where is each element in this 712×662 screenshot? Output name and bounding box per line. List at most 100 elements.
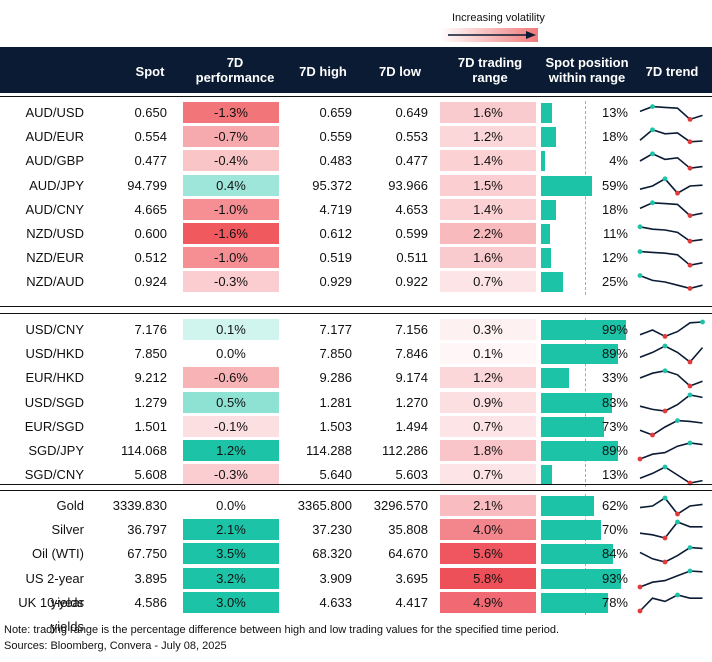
high-value: 1.281: [319, 394, 352, 410]
table-row: AUD/EUR 0.554 -0.7% 0.559 0.553 1.2% 18%: [0, 125, 712, 149]
spot-value: 0.600: [134, 226, 167, 241]
volatility-gradient-arrow: [440, 28, 538, 42]
group-separator: [0, 313, 712, 314]
spot-value: 5.608: [134, 467, 167, 483]
range-value: 1.2%: [440, 367, 536, 389]
position-bar: [541, 175, 592, 196]
col-trend-header: 7D trend: [645, 64, 699, 79]
trend-high-marker: [650, 151, 655, 157]
instrument-name: EUR/SGD: [24, 418, 84, 434]
trend-sparkline: [637, 592, 703, 614]
position-bar: [541, 465, 553, 486]
trend-sparkline: [637, 568, 703, 589]
trend-high-marker: [650, 200, 655, 205]
position-bar: [541, 368, 570, 389]
range-value: 5.6%: [440, 543, 536, 565]
range-value: 1.6%: [440, 247, 536, 269]
trend-low-marker: [637, 456, 643, 462]
table-row: SGD/CNY 5.608 -0.3% 5.640 5.603 0.7% 13%: [0, 463, 712, 487]
instrument-name: USD/SGD: [24, 394, 84, 410]
trend-high-marker: [675, 417, 680, 423]
spot-value: 4.586: [134, 594, 167, 610]
trend-sparkline: [639, 127, 703, 145]
spot-value: 0.477: [134, 153, 167, 169]
perf-value: 0.1%: [183, 319, 279, 340]
range-value: 1.8%: [440, 440, 536, 461]
trend-sparkline: [639, 545, 703, 565]
high-value: 0.612: [319, 226, 352, 241]
col-range-line1: 7D trading: [457, 55, 523, 70]
spot-value: 1.501: [134, 418, 167, 434]
spot-value: 1.279: [134, 394, 167, 410]
trend-high-marker: [637, 224, 643, 230]
high-value: 4.633: [319, 594, 352, 610]
perf-value: 3.2%: [183, 567, 279, 589]
trend-low-marker: [662, 408, 668, 413]
instrument-name: SGD/CNY: [24, 467, 84, 483]
range-value: 0.1%: [440, 343, 536, 365]
high-value: 7.850: [319, 346, 352, 362]
range-value: 1.5%: [440, 174, 536, 196]
low-value: 3296.570: [373, 498, 428, 513]
high-value: 3.909: [319, 570, 352, 586]
spot-value: 4.665: [134, 201, 167, 217]
range-value: 1.4%: [440, 150, 536, 172]
high-value: 37.230: [312, 522, 352, 538]
position-percent: 73%: [601, 418, 628, 434]
range-value: 0.9%: [440, 391, 536, 413]
instrument-name: USD/CNY: [25, 322, 84, 337]
table-row: UK 10-year yields 4.586 3.0% 4.633 4.417 4.9%…: [0, 591, 712, 634]
instrument-name: SGD/JPY: [28, 443, 84, 458]
trend-sparkline: [637, 249, 703, 268]
perf-value: 3.0%: [183, 591, 279, 613]
range-value: 5.8%: [440, 567, 536, 589]
instrument-name: AUD/USD: [25, 105, 84, 120]
trend-low-marker: [637, 608, 643, 614]
trend-sparkline: [637, 224, 703, 244]
table-row: EUR/HKD 9.212 -0.6% 9.286 9.174 1.2% 33%: [0, 366, 712, 390]
instrument-name: NZD/EUR: [26, 250, 84, 266]
position-percent: 89%: [601, 443, 628, 458]
spot-value: 3.895: [134, 570, 167, 586]
range-value: 4.0%: [440, 519, 536, 541]
perf-value: 1.2%: [183, 440, 279, 461]
perf-value: -0.3%: [183, 271, 279, 293]
trend-high-marker: [650, 104, 655, 109]
position-bar: [541, 103, 553, 123]
low-value: 7.846: [395, 346, 428, 362]
trend-line: [639, 442, 703, 460]
trend-low-marker: [687, 383, 693, 389]
table-row: Oil (WTI) 67.750 3.5% 68.320 64.670 5.6% 84%: [0, 542, 712, 566]
position-percent: 83%: [601, 394, 628, 410]
low-value: 64.670: [388, 546, 428, 562]
perf-value: 0.0%: [216, 498, 246, 513]
spot-value: 67.750: [127, 546, 167, 562]
position-bar: [541, 392, 613, 413]
trend-high-marker: [675, 592, 680, 598]
trend-low-marker: [687, 139, 693, 145]
trend-low-marker: [687, 359, 693, 365]
trend-low-marker: [662, 535, 668, 541]
perf-value: 0.5%: [183, 391, 279, 413]
trend-sparkline: [639, 151, 703, 171]
table-row: SGD/JPY 114.068 1.2% 114.288 112.286 1.8% 89%: [0, 439, 712, 463]
table-row: Silver 36.797 2.1% 37.230 35.808 4.0% 70%: [0, 518, 712, 542]
spot-value: 7.176: [134, 322, 167, 337]
spot-value: 9.212: [134, 370, 167, 386]
trend-sparkline: [639, 104, 703, 122]
perf-value: 0.4%: [183, 174, 279, 196]
low-value: 112.286: [381, 443, 428, 458]
range-value: 0.7%: [440, 464, 536, 486]
group-separator: [0, 306, 712, 307]
range-value: 0.3%: [440, 319, 536, 340]
low-value: 0.477: [395, 153, 428, 169]
trend-high-marker: [650, 127, 655, 133]
trend-line: [639, 226, 703, 243]
trend-high-marker: [662, 495, 668, 501]
perf-value: -1.3%: [183, 102, 279, 123]
low-value: 5.603: [395, 467, 428, 483]
trend-high-marker: [662, 343, 668, 349]
trend-high-marker: [637, 273, 643, 279]
trend-line: [639, 419, 703, 436]
table-row: USD/SGD 1.279 0.5% 1.281 1.270 0.9% 83%: [0, 391, 712, 415]
